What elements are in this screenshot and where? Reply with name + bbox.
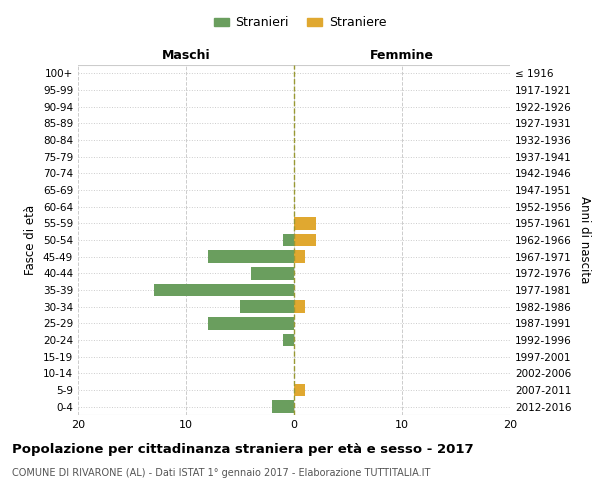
Bar — [154, 284, 294, 296]
Bar — [283, 334, 294, 346]
Legend: Stranieri, Straniere: Stranieri, Straniere — [209, 11, 391, 34]
Bar — [294, 384, 305, 396]
Y-axis label: Fasce di età: Fasce di età — [25, 205, 37, 275]
Bar — [208, 250, 294, 263]
Bar — [283, 234, 294, 246]
Bar — [294, 250, 305, 263]
Bar — [251, 267, 294, 280]
Bar — [294, 234, 316, 246]
Bar — [240, 300, 294, 313]
Bar — [272, 400, 294, 413]
Bar — [208, 317, 294, 330]
Bar — [294, 300, 305, 313]
Bar — [294, 217, 316, 230]
Text: Popolazione per cittadinanza straniera per età e sesso - 2017: Popolazione per cittadinanza straniera p… — [12, 442, 473, 456]
Text: Maschi: Maschi — [161, 48, 211, 62]
Y-axis label: Anni di nascita: Anni di nascita — [578, 196, 591, 284]
Text: COMUNE DI RIVARONE (AL) - Dati ISTAT 1° gennaio 2017 - Elaborazione TUTTITALIA.I: COMUNE DI RIVARONE (AL) - Dati ISTAT 1° … — [12, 468, 430, 477]
Text: Femmine: Femmine — [370, 48, 434, 62]
